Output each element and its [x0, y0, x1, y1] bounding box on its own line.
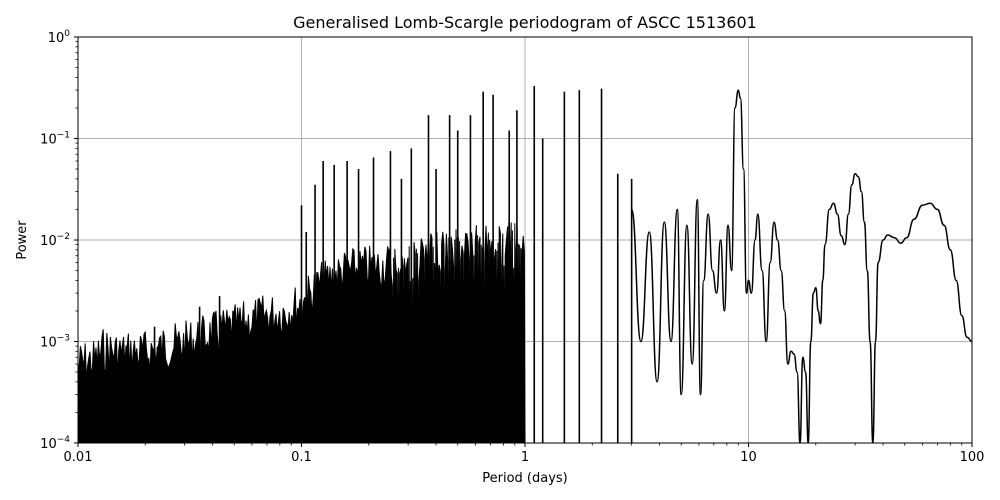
y-tick-label: 10−3 — [40, 334, 70, 351]
y-axis-label: Power — [15, 220, 30, 260]
x-axis-label: Period (days) — [482, 471, 568, 486]
plot-area — [78, 85, 972, 443]
x-axis-ticks: 0.01 0.1 1 10 100 — [64, 443, 985, 465]
y-axis-ticks: 10−4 10−3 10−2 10−1 100 — [40, 29, 78, 452]
x-tick-label: 1 — [521, 450, 529, 465]
y-tick-label: 10−2 — [40, 232, 70, 249]
x-tick-label: 0.1 — [291, 450, 312, 465]
y-tick-label: 100 — [48, 29, 71, 46]
spike-lines — [153, 85, 633, 443]
chart-title: Generalised Lomb-Scargle periodogram of … — [293, 13, 757, 32]
y-tick-label: 10−1 — [40, 131, 70, 148]
x-tick-label: 10 — [740, 450, 757, 465]
power-curve — [630, 89, 972, 443]
x-tick-label: 100 — [960, 450, 985, 465]
x-tick-label: 0.01 — [64, 450, 93, 465]
y-tick-label: 10−4 — [40, 435, 70, 452]
